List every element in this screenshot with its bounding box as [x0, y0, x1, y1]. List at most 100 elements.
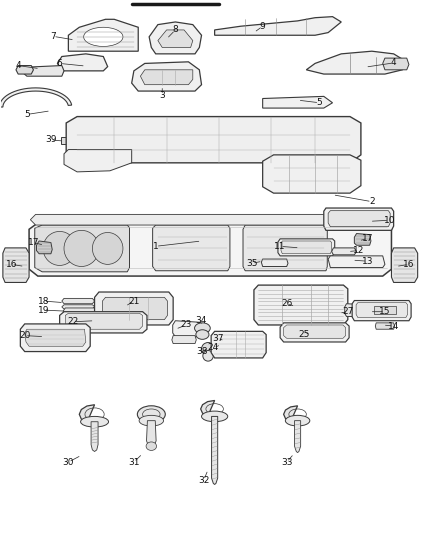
Polygon shape — [30, 214, 392, 225]
Text: 35: 35 — [246, 259, 258, 268]
Polygon shape — [66, 117, 361, 163]
Polygon shape — [261, 259, 288, 266]
Polygon shape — [284, 406, 297, 422]
Polygon shape — [102, 297, 167, 320]
Text: 4: 4 — [391, 59, 396, 67]
Text: 17: 17 — [362, 234, 373, 243]
Text: 13: 13 — [362, 257, 373, 265]
Polygon shape — [215, 17, 341, 35]
Polygon shape — [57, 54, 108, 71]
Text: 37: 37 — [212, 334, 224, 343]
Text: 23: 23 — [180, 320, 192, 329]
Ellipse shape — [138, 406, 165, 423]
Ellipse shape — [201, 343, 215, 356]
Text: 16: 16 — [403, 260, 415, 269]
Text: 26: 26 — [281, 299, 292, 308]
Polygon shape — [173, 321, 201, 337]
Text: 14: 14 — [388, 321, 399, 330]
Polygon shape — [294, 421, 300, 453]
Polygon shape — [281, 241, 332, 254]
Polygon shape — [354, 233, 371, 245]
Polygon shape — [16, 66, 33, 74]
Polygon shape — [147, 421, 156, 448]
Polygon shape — [0, 88, 72, 107]
Ellipse shape — [81, 416, 109, 427]
Polygon shape — [392, 248, 418, 282]
Polygon shape — [25, 329, 86, 346]
Bar — [61, 137, 71, 144]
Text: 38: 38 — [197, 347, 208, 356]
Text: 22: 22 — [67, 317, 78, 326]
Text: 16: 16 — [6, 260, 18, 269]
Polygon shape — [324, 208, 394, 230]
Text: 5: 5 — [317, 98, 322, 107]
Polygon shape — [352, 301, 411, 321]
Polygon shape — [345, 304, 367, 317]
Polygon shape — [280, 323, 349, 342]
Polygon shape — [63, 308, 97, 314]
Text: 4: 4 — [15, 61, 21, 70]
Text: 6: 6 — [57, 59, 63, 68]
Polygon shape — [332, 248, 357, 255]
Text: 33: 33 — [281, 458, 293, 466]
Text: 19: 19 — [38, 305, 49, 314]
Ellipse shape — [201, 411, 228, 422]
Polygon shape — [254, 285, 348, 325]
Polygon shape — [375, 323, 395, 329]
Polygon shape — [278, 239, 335, 256]
Polygon shape — [36, 241, 52, 254]
Text: 10: 10 — [384, 216, 395, 225]
Polygon shape — [152, 225, 230, 271]
Polygon shape — [29, 223, 392, 276]
Ellipse shape — [194, 323, 210, 334]
Polygon shape — [132, 62, 201, 91]
Polygon shape — [263, 155, 361, 193]
Polygon shape — [64, 150, 132, 172]
Ellipse shape — [43, 231, 76, 265]
Text: 32: 32 — [198, 476, 209, 484]
Text: 34: 34 — [195, 316, 206, 325]
Text: 39: 39 — [45, 135, 57, 144]
Polygon shape — [62, 305, 95, 309]
Polygon shape — [149, 22, 201, 54]
Polygon shape — [95, 292, 173, 325]
Ellipse shape — [139, 415, 163, 426]
Polygon shape — [35, 225, 130, 272]
Polygon shape — [68, 19, 138, 51]
Text: 15: 15 — [379, 307, 391, 316]
Ellipse shape — [92, 232, 123, 264]
Text: 11: 11 — [274, 242, 286, 251]
Ellipse shape — [196, 330, 209, 340]
Polygon shape — [172, 336, 196, 344]
Text: 24: 24 — [208, 343, 219, 352]
Text: 8: 8 — [173, 26, 178, 35]
Polygon shape — [284, 325, 346, 338]
Text: 27: 27 — [342, 307, 353, 316]
Polygon shape — [20, 324, 90, 352]
Ellipse shape — [146, 442, 156, 450]
Text: 1: 1 — [153, 242, 159, 251]
Ellipse shape — [84, 27, 123, 46]
Polygon shape — [60, 312, 147, 333]
Text: 31: 31 — [128, 458, 140, 466]
Polygon shape — [328, 211, 390, 227]
Text: 21: 21 — [128, 296, 140, 305]
Polygon shape — [91, 422, 98, 451]
Text: 25: 25 — [298, 330, 310, 339]
Polygon shape — [243, 225, 327, 271]
Text: 2: 2 — [369, 197, 374, 206]
Polygon shape — [201, 400, 215, 416]
Polygon shape — [65, 313, 143, 329]
Text: 5: 5 — [24, 110, 30, 119]
Text: 18: 18 — [38, 296, 49, 305]
Ellipse shape — [203, 351, 213, 361]
Ellipse shape — [64, 230, 99, 266]
Text: 20: 20 — [19, 331, 30, 340]
Polygon shape — [3, 248, 29, 282]
Text: 17: 17 — [28, 238, 39, 247]
Text: 12: 12 — [353, 246, 364, 255]
Text: 30: 30 — [63, 458, 74, 466]
Polygon shape — [62, 298, 95, 304]
Text: 3: 3 — [159, 91, 165, 100]
Polygon shape — [383, 58, 409, 70]
